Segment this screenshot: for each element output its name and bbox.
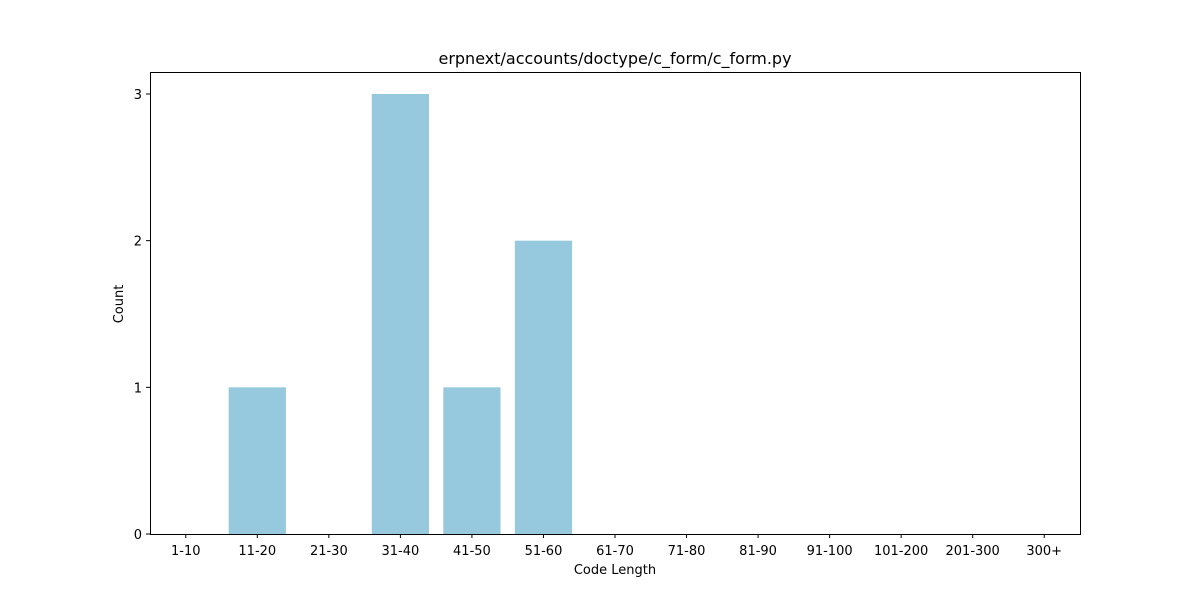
x-tick-label: 91-100 xyxy=(807,544,853,559)
x-tick-label: 21-30 xyxy=(310,544,348,559)
bar-31-40 xyxy=(372,94,429,534)
y-tick-label: 3 xyxy=(134,88,142,103)
x-tick-label: 41-50 xyxy=(453,544,491,559)
y-tick-label: 2 xyxy=(134,235,142,250)
x-tick-label: 201-300 xyxy=(946,544,1000,559)
x-axis-label: Code Length xyxy=(574,563,656,578)
x-tick-label: 11-20 xyxy=(238,544,276,559)
y-axis-label: Count xyxy=(112,285,127,324)
bar-11-20 xyxy=(229,387,286,534)
x-tick-label: 101-200 xyxy=(874,544,928,559)
x-tick-label: 1-10 xyxy=(171,544,201,559)
chart-title: erpnext/accounts/doctype/c_form/c_form.p… xyxy=(438,49,791,69)
x-tick-label: 71-80 xyxy=(668,544,706,559)
bar-51-60 xyxy=(515,241,572,534)
x-tick-label: 31-40 xyxy=(381,544,419,559)
x-tick-label: 61-70 xyxy=(596,544,634,559)
x-tick-label: 81-90 xyxy=(739,544,777,559)
bar-41-50 xyxy=(443,387,500,534)
x-tick-label: 51-60 xyxy=(525,544,563,559)
y-tick-label: 0 xyxy=(134,528,142,543)
x-tick-label: 300+ xyxy=(1026,544,1062,559)
y-tick-label: 1 xyxy=(134,381,142,396)
